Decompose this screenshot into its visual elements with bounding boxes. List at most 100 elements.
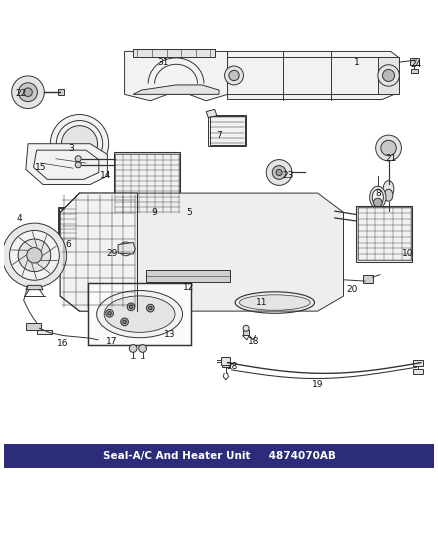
Text: 31: 31 (157, 58, 169, 67)
Text: 5: 5 (186, 208, 192, 217)
Bar (59, 208, 78, 239)
Text: Seal-A/C And Heater Unit     4874070AB: Seal-A/C And Heater Unit 4874070AB (102, 451, 336, 461)
Polygon shape (413, 369, 423, 374)
Circle shape (122, 246, 129, 252)
Circle shape (378, 64, 399, 86)
Polygon shape (34, 322, 39, 327)
Polygon shape (413, 360, 423, 366)
Polygon shape (183, 207, 198, 212)
Circle shape (376, 135, 401, 161)
Text: 6: 6 (65, 240, 71, 249)
Polygon shape (221, 357, 230, 365)
Ellipse shape (383, 181, 394, 197)
Circle shape (123, 320, 126, 324)
Bar (146, 270, 230, 282)
Text: 7: 7 (216, 131, 222, 140)
Polygon shape (60, 193, 138, 311)
Circle shape (272, 166, 286, 179)
Bar (133, 49, 215, 56)
Circle shape (75, 156, 81, 161)
Polygon shape (60, 193, 343, 311)
Polygon shape (243, 330, 249, 335)
Circle shape (106, 309, 113, 317)
Circle shape (229, 70, 239, 80)
Text: 19: 19 (312, 379, 324, 389)
Ellipse shape (104, 296, 175, 333)
Polygon shape (378, 56, 399, 94)
Circle shape (374, 198, 382, 207)
Polygon shape (124, 51, 228, 101)
Polygon shape (26, 285, 43, 289)
Bar (114, 152, 180, 215)
Circle shape (225, 66, 244, 85)
Bar (209, 116, 245, 144)
Bar (88, 283, 191, 345)
Circle shape (12, 76, 44, 109)
Circle shape (382, 69, 395, 82)
Text: 10: 10 (402, 249, 413, 257)
Circle shape (266, 159, 292, 185)
Bar (115, 154, 179, 213)
Polygon shape (410, 58, 419, 65)
Text: 12: 12 (183, 283, 194, 292)
Polygon shape (26, 322, 41, 329)
Text: 18: 18 (247, 337, 259, 346)
Circle shape (10, 230, 59, 280)
Text: 3: 3 (68, 143, 74, 152)
Ellipse shape (97, 290, 183, 338)
Circle shape (139, 345, 146, 352)
Bar (357, 206, 412, 262)
Polygon shape (118, 243, 135, 254)
Text: 20: 20 (346, 285, 358, 294)
Polygon shape (411, 69, 418, 73)
Text: 8: 8 (375, 189, 381, 198)
Ellipse shape (370, 186, 386, 208)
Polygon shape (363, 276, 373, 283)
Text: 9: 9 (152, 208, 158, 217)
Text: 13: 13 (164, 330, 175, 339)
Circle shape (24, 88, 32, 96)
Text: 15: 15 (35, 163, 46, 172)
Circle shape (108, 312, 111, 315)
Text: 24: 24 (411, 60, 422, 69)
Ellipse shape (372, 189, 383, 206)
Bar (58, 207, 80, 240)
Circle shape (129, 345, 137, 352)
Polygon shape (58, 89, 64, 95)
Polygon shape (228, 51, 399, 100)
Text: 29: 29 (106, 249, 117, 257)
Ellipse shape (384, 189, 393, 201)
Circle shape (27, 248, 42, 263)
Circle shape (61, 126, 98, 161)
Circle shape (148, 306, 152, 310)
Text: 28: 28 (226, 362, 237, 372)
Circle shape (50, 115, 109, 173)
Polygon shape (206, 109, 217, 118)
Text: 1: 1 (353, 58, 359, 67)
Text: 11: 11 (256, 298, 268, 307)
Text: 4: 4 (17, 214, 22, 223)
Polygon shape (223, 361, 230, 367)
Polygon shape (36, 329, 52, 334)
Circle shape (18, 239, 51, 272)
Circle shape (381, 140, 396, 156)
Circle shape (146, 304, 154, 312)
Circle shape (328, 208, 335, 214)
Circle shape (276, 169, 282, 175)
Polygon shape (26, 144, 107, 184)
Circle shape (18, 83, 37, 102)
Text: 23: 23 (282, 172, 293, 180)
Bar (208, 115, 246, 146)
Bar (4, 444, 434, 468)
Text: 14: 14 (99, 172, 111, 180)
Circle shape (187, 206, 194, 213)
Text: 17: 17 (106, 337, 117, 346)
Circle shape (75, 161, 81, 168)
Text: 22: 22 (15, 88, 26, 98)
Circle shape (243, 325, 249, 332)
Bar (358, 207, 411, 261)
Polygon shape (133, 85, 219, 94)
Text: 16: 16 (57, 339, 68, 348)
Circle shape (328, 215, 335, 221)
Circle shape (129, 305, 133, 309)
